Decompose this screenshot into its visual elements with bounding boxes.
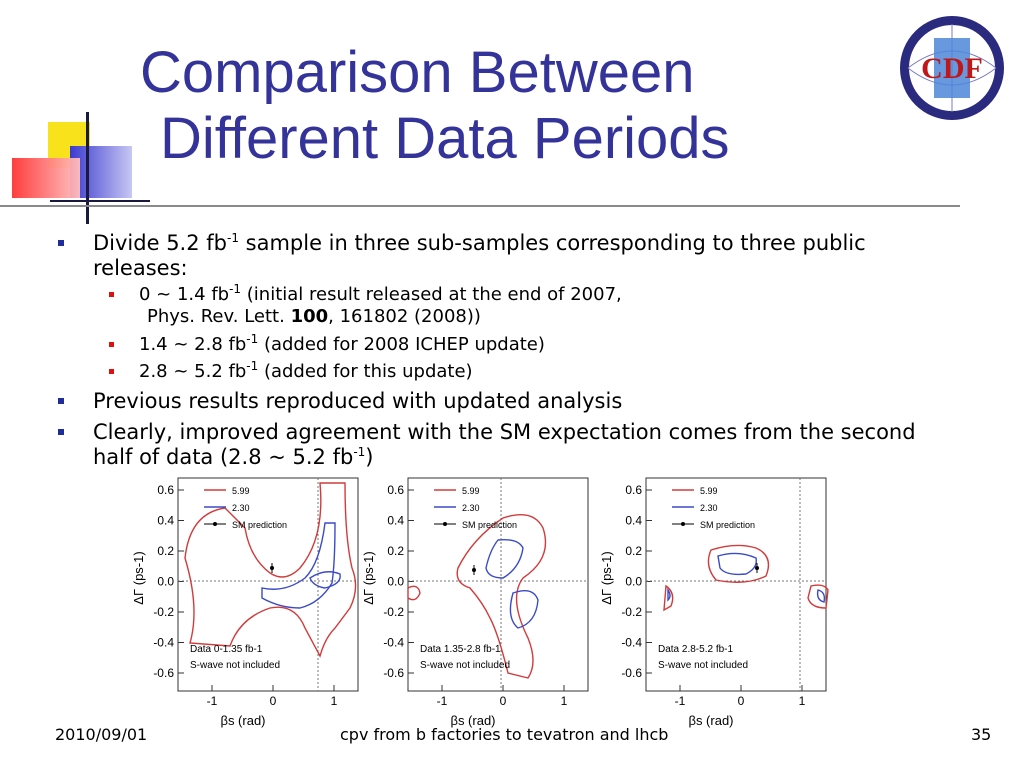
plot-frame [177, 477, 359, 692]
y-tick-label: 0.6 [157, 483, 174, 497]
legend-label-95: 5.99 [462, 486, 480, 496]
contour-68-line [667, 552, 826, 603]
title-line-2: Different Data Periods [160, 106, 730, 171]
y-tick-label: 0.0 [625, 575, 642, 589]
y-axis-label: ΔΓ (ps-1) [131, 551, 146, 604]
x-tick-label: 1 [331, 694, 338, 708]
plot-annotation-data: Data 1.35-2.8 fb-1 [420, 644, 501, 655]
plot-annotation-data: Data 2.8-5.2 fb-1 [658, 644, 733, 655]
x-tick-label: 0 [500, 694, 507, 708]
plot-frame [645, 477, 827, 692]
contour-68-line [261, 522, 341, 609]
sub-bullet-1: 0 ~ 1.4 fb-1 (initial result released at… [109, 283, 939, 328]
bullet-marker [109, 369, 114, 374]
y-tick-label: -0.4 [621, 636, 642, 650]
contour-95-line [184, 482, 357, 658]
y-tick-label: 0.4 [387, 514, 404, 528]
slide-number: 35 [971, 725, 992, 744]
plot-annotation-swave: S-wave not included [658, 660, 748, 671]
plot-annotation-swave: S-wave not included [190, 660, 280, 671]
x-tick-label: -1 [675, 694, 686, 708]
x-tick-label: 1 [799, 694, 806, 708]
bullet-marker [58, 240, 64, 246]
cdf-logo: CDF [898, 14, 1006, 122]
x-tick-label: 0 [270, 694, 277, 708]
y-tick-label: -0.2 [383, 605, 404, 619]
y-tick-label: 0.6 [625, 483, 642, 497]
logo-text: CDF [921, 52, 983, 85]
x-axis-label: βs (rad) [220, 713, 265, 728]
contour-plots: 0.6 0.4 0.2 0.0 -0.2 -0.4 -0.6 -1 0 1 5.99 2.30 SM p… [131, 477, 829, 728]
bullet-marker [109, 292, 114, 297]
contour-panel-2: 0.6 0.4 0.2 0.0 -0.2 -0.4 -0.6 -1 0 1 5.99 2.30 SM p… [361, 477, 589, 728]
x-axis-label: βs (rad) [450, 713, 495, 728]
y-tick-label: 0.2 [157, 544, 174, 558]
slide-title: Comparison Between Different Data Period… [140, 40, 840, 172]
legend-label-sm: SM prediction [232, 520, 287, 530]
contour-95-line [663, 544, 829, 612]
y-axis-label: ΔΓ (ps-1) [361, 551, 376, 604]
y-tick-label: -0.6 [383, 666, 404, 680]
y-tick-label: 0.6 [387, 483, 404, 497]
y-axis-label: ΔΓ (ps-1) [599, 551, 614, 604]
legend-sm-dot [681, 522, 685, 526]
y-tick-label: 0.2 [387, 544, 404, 558]
footer-date: 2010/09/01 [55, 725, 148, 744]
x-axis-label: βs (rad) [688, 713, 733, 728]
bullet-2: Previous results reproduced with updated… [58, 389, 993, 414]
x-tick-label: -1 [437, 694, 448, 708]
y-tick-label: -0.2 [153, 605, 174, 619]
cdf-logo-graphic [900, 16, 1004, 120]
legend-label-95: 5.99 [232, 486, 250, 496]
legend-label-68: 2.30 [462, 503, 480, 513]
y-tick-label: -0.4 [153, 636, 174, 650]
y-tick-label: -0.6 [621, 666, 642, 680]
plot-frame [407, 477, 589, 692]
title-divider [0, 205, 960, 207]
legend-label-sm: SM prediction [462, 520, 517, 530]
x-tick-label: -1 [207, 694, 218, 708]
footer-title: cpv from b factories to tevatron and lhc… [340, 725, 669, 744]
plot-annotation-data: Data 0-1.35 fb-1 [190, 644, 263, 655]
y-tick-label: -0.4 [383, 636, 404, 650]
title-line-1: Comparison Between [140, 40, 695, 105]
bullet-marker [58, 429, 64, 435]
contour-68-line [485, 538, 539, 629]
x-tick-label: 1 [561, 694, 568, 708]
bullet-marker [109, 342, 114, 347]
y-tick-label: 0.0 [157, 575, 174, 589]
legend-sm-dot [443, 522, 447, 526]
corner-decoration [0, 100, 150, 230]
x-tick-label: 0 [738, 694, 745, 708]
y-tick-label: -0.2 [621, 605, 642, 619]
legend-label-68: 2.30 [232, 503, 250, 513]
y-tick-label: -0.6 [153, 666, 174, 680]
bullet-3: Clearly, improved agreement with the SM … [58, 420, 1003, 470]
sub-bullet-3: 2.8 ~ 5.2 fb-1 (added for this update) [109, 360, 939, 383]
y-tick-label: 0.0 [387, 575, 404, 589]
legend-label-68: 2.30 [700, 503, 718, 513]
y-tick-label: 0.2 [625, 544, 642, 558]
contour-95-line [407, 514, 547, 679]
contour-panel-3: 0.6 0.4 0.2 0.0 -0.2 -0.4 -0.6 -1 0 1 5.99 2.30 SM p… [599, 477, 829, 728]
legend-label-95: 5.99 [700, 486, 718, 496]
legend-label-sm: SM prediction [700, 520, 755, 530]
legend-sm-dot [213, 522, 217, 526]
y-tick-label: 0.4 [625, 514, 642, 528]
y-tick-label: 0.4 [157, 514, 174, 528]
contour-panel-1: 0.6 0.4 0.2 0.0 -0.2 -0.4 -0.6 -1 0 1 5.99 2.30 SM p… [131, 477, 359, 728]
plot-annotation-swave: S-wave not included [420, 660, 510, 671]
bullet-marker [58, 398, 64, 404]
sub-bullet-2: 1.4 ~ 2.8 fb-1 (added for 2008 ICHEP upd… [109, 333, 939, 356]
bullet-1: Divide 5.2 fb-1 sample in three sub-samp… [58, 231, 993, 281]
